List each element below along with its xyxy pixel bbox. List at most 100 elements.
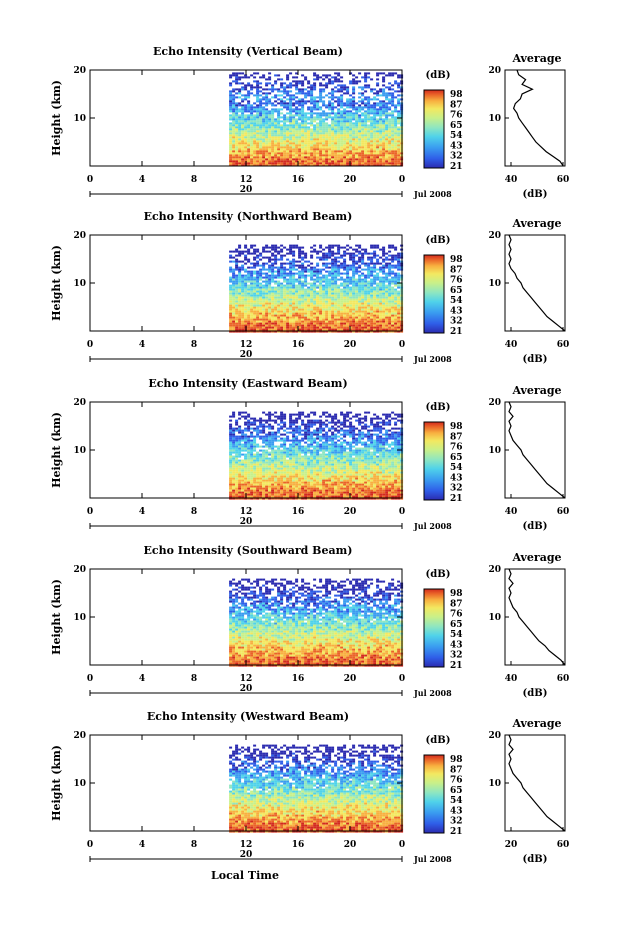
heatmap-cell [376,316,380,319]
heatmap-cell [358,256,362,259]
heatmap-cell [322,104,326,107]
heatmap-cell [343,413,347,416]
heatmap-cell [277,126,281,129]
heatmap-cell [274,435,278,438]
heatmap-cell [271,322,275,325]
heatmap-cell [268,435,272,438]
heatmap-cell [322,88,326,91]
heatmap-cell [334,270,338,273]
heatmap-cell [301,92,305,95]
heatmap-cell [241,108,245,111]
colorbar-tick-label: 32 [450,317,463,327]
heatmap-cell [355,156,359,159]
heatmap-cell [352,142,356,145]
heatmap-cell [340,126,344,129]
heatmap-cell [364,80,368,83]
heatmap-cell [361,134,365,137]
heatmap-cell [397,258,401,261]
panel-1: Echo Intensity (Northward Beam)Height (k… [50,210,569,365]
heatmap-cell [277,296,281,299]
heatmap-cell [235,140,239,143]
heatmap-cell [232,136,236,139]
heatmap-cell [328,130,332,133]
heatmap-cell [316,156,320,159]
heatmap-cell [229,114,233,117]
heatmap-cell [382,282,386,285]
heatmap-cell [250,116,254,119]
heatmap-cell [298,415,302,418]
heatmap-cell [256,260,260,263]
heatmap-cell [232,90,236,93]
heatmap-cell [283,294,287,297]
heatmap-cell [247,142,251,145]
heatmap-cell [238,324,242,327]
heatmap-cell [367,328,371,331]
heatmap-cell [328,128,332,131]
heatmap-cell [280,262,284,265]
heatmap-cell [259,290,263,293]
heatmap-cell [241,126,245,129]
heatmap-cell [259,282,263,285]
heatmap-cell [283,439,287,442]
heatmap-cell [343,118,347,121]
heatmap-cell [364,140,368,143]
heatmap-cell [271,140,275,143]
heatmap-cell [280,94,284,97]
heatmap-cell [313,162,317,165]
heatmap-cell [331,118,335,121]
heatmap-cell [364,96,368,99]
heatmap-cell [256,160,260,163]
heatmap-cell [346,126,350,129]
profile-frame [504,234,566,332]
heatmap-cell [361,310,365,313]
heatmap-cell [232,96,236,99]
heatmap-cell [316,421,320,424]
heatmap-cell [265,322,269,325]
heatmap-cell [289,132,293,135]
heatmap-cell [397,94,401,97]
heatmap-cell [334,260,338,263]
heatmap-cell [394,272,398,275]
heatmap-cell [256,114,260,117]
heatmap-cell [229,268,233,271]
heatmap-cell [310,146,314,149]
heatmap-cell [391,246,395,249]
heatmap-cell [310,88,314,91]
heatmap-cell [301,264,305,267]
heatmap-cell [397,268,401,271]
heatmap-cell [229,439,233,442]
heatmap-cell [319,304,323,307]
heatmap-cell [388,106,392,109]
heatmap-cell [232,324,236,327]
heatmap-cell [259,158,263,161]
heatmap-cell [289,322,293,325]
heatmap-cell [334,292,338,295]
heatmap-cell [265,116,269,119]
heatmap-cell [325,76,329,79]
heatmap-cell [235,312,239,315]
heatmap-cell [334,80,338,83]
heatmap-cell [397,122,401,125]
heatmap-cell [229,435,233,438]
heatmap-cell [370,136,374,139]
heatmap-cell [280,322,284,325]
heatmap-cell [334,413,338,416]
heatmap-cell [376,294,380,297]
heatmap-cell [259,150,263,153]
heatmap-cell [343,421,347,424]
heatmap-cell [274,274,278,277]
heatmap-cell [361,268,365,271]
heatmap-cell [307,270,311,273]
heatmap-cell [286,304,290,307]
heatmap-cell [289,304,293,307]
heatmap-cell [325,150,329,153]
heatmap-cell [313,274,317,277]
heatmap-cell [385,433,389,436]
heatmap-cell [373,96,377,99]
heatmap-cell [247,250,251,253]
heatmap-cell [283,120,287,123]
heatmap-cell [262,88,266,91]
heatmap-cell [310,435,314,438]
heatmap-cell [298,284,302,287]
heatmap-cell [292,144,296,147]
